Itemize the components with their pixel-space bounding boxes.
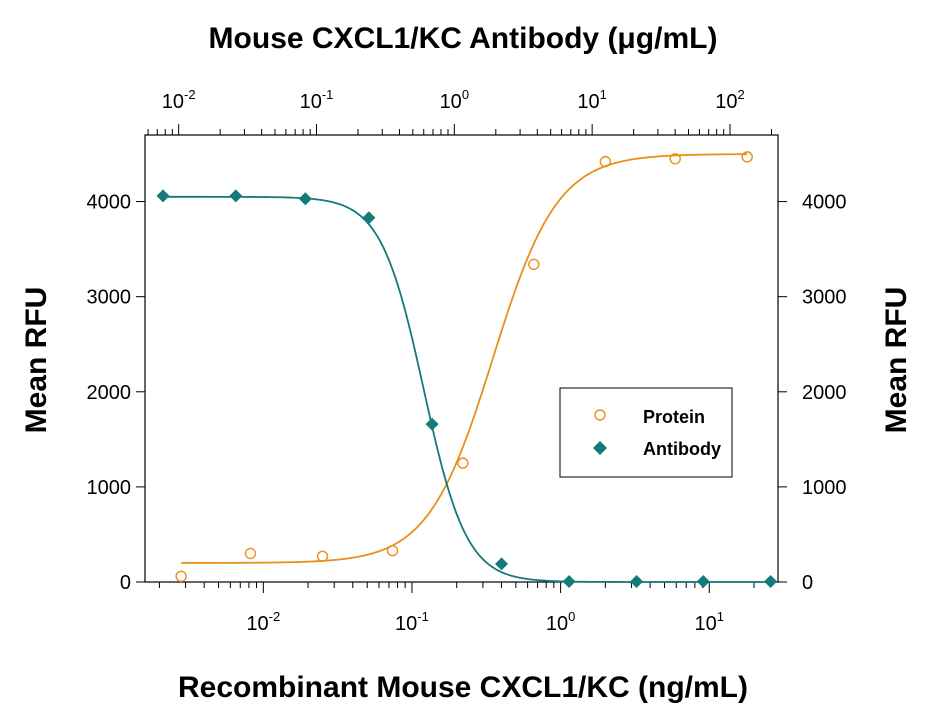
legend-antibody-marker <box>593 441 607 455</box>
top-tick-label-2: 100 <box>440 87 469 113</box>
right-y-axis: 0 1000 2000 3000 4000 <box>778 192 847 594</box>
left-y-axis: 0 1000 2000 3000 4000 <box>87 192 145 594</box>
antibody-data-point <box>764 575 778 589</box>
legend: Protein Antibody <box>559 387 733 478</box>
bottom-tick-label-1: 10-1 <box>395 609 429 635</box>
top-tick-label-3: 101 <box>577 87 606 113</box>
top-tick-label-4: 102 <box>715 87 744 113</box>
right-y-tick-label-2: 2000 <box>802 382 847 404</box>
antibody-fit-curve <box>163 195 771 583</box>
legend-protein-marker <box>594 409 606 421</box>
antibody-data-point <box>229 189 243 203</box>
protein-data-point <box>599 155 612 168</box>
antibody-data-point <box>156 189 170 203</box>
right-y-axis-title: Mean RFU <box>880 287 913 434</box>
left-y-axis-title: Mean RFU <box>20 287 53 434</box>
left-y-tick-label-4: 4000 <box>87 192 132 214</box>
left-y-tick-label-0: 0 <box>120 572 131 594</box>
antibody-data-point <box>696 575 710 589</box>
top-axis-title: Mouse CXCL1/KC Antibody (μg/mL) <box>209 22 718 55</box>
top-x-axis: 10-2 10-1 100 101 102 <box>147 87 772 135</box>
antibody-data-point <box>425 417 439 431</box>
protein-data-point <box>669 153 681 165</box>
bottom-axis-title: Recombinant Mouse CXCL1/KC (ng/mL) <box>178 671 748 704</box>
bottom-x-axis: 10-2 10-1 100 101 <box>158 582 755 635</box>
right-y-tick-label-4: 4000 <box>802 192 847 214</box>
left-y-tick-label-3: 3000 <box>87 287 132 309</box>
bottom-tick-label-2: 100 <box>546 609 575 635</box>
antibody-data-point <box>362 211 376 225</box>
protein-data-point <box>244 547 257 560</box>
right-y-tick-label-1: 1000 <box>802 477 847 499</box>
legend-antibody-label: Antibody <box>643 439 721 459</box>
protein-data-point <box>741 151 753 163</box>
antibody-data-point <box>298 192 312 206</box>
bottom-tick-label-0: 10-2 <box>246 609 280 635</box>
protein-data-point <box>386 544 399 557</box>
antibody-data-point <box>495 557 509 571</box>
bottom-tick-label-3: 101 <box>695 609 724 635</box>
protein-data-point <box>316 550 329 563</box>
antibody-data-point <box>630 575 644 589</box>
data-points <box>156 151 778 589</box>
fit-curves <box>163 153 771 583</box>
left-y-tick-label-1: 1000 <box>87 477 132 499</box>
plot-frame <box>144 134 779 583</box>
antibody-data-point <box>562 575 576 589</box>
protein-data-point <box>175 570 187 582</box>
legend-box <box>559 387 733 478</box>
top-tick-label-0: 10-2 <box>162 87 196 113</box>
right-y-tick-label-3: 3000 <box>802 287 847 309</box>
legend-protein-label: Protein <box>643 407 705 427</box>
protein-fit-curve <box>181 153 748 564</box>
protein-data-point <box>528 258 540 271</box>
left-y-tick-label-2: 2000 <box>87 382 132 404</box>
top-tick-label-1: 10-1 <box>300 87 334 113</box>
right-y-tick-label-0: 0 <box>802 572 813 594</box>
protein-data-point <box>457 457 469 469</box>
